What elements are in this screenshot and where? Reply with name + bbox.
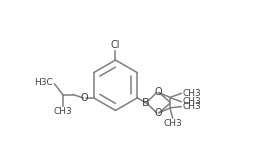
Text: O: O bbox=[154, 87, 162, 97]
Text: O: O bbox=[154, 108, 162, 118]
Text: CH3: CH3 bbox=[182, 102, 201, 111]
Text: CH3: CH3 bbox=[182, 89, 201, 98]
Text: CH3: CH3 bbox=[182, 97, 201, 106]
Text: H3C: H3C bbox=[34, 78, 52, 87]
Text: CH3: CH3 bbox=[163, 119, 182, 128]
Text: Cl: Cl bbox=[111, 40, 120, 50]
Text: CH3: CH3 bbox=[53, 107, 72, 116]
Text: O: O bbox=[81, 93, 88, 103]
Text: B: B bbox=[142, 98, 150, 108]
